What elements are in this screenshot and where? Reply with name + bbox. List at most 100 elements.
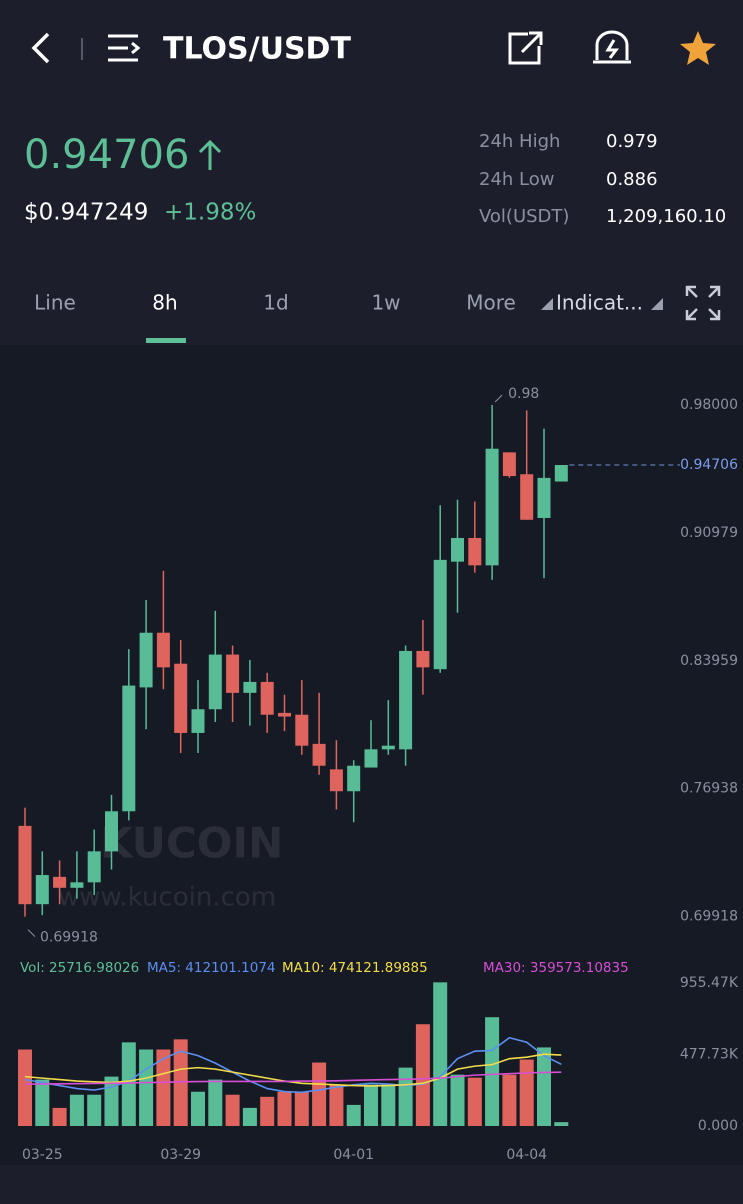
candle-body [226,654,240,693]
volume-bar [450,1074,465,1126]
candle-body [174,663,188,733]
stat-value: 0.886 [606,169,658,190]
volume-bar [329,1084,344,1126]
candle-body [122,685,136,812]
candle-body [347,765,361,792]
candle-body [260,681,274,715]
candle-body [433,559,447,670]
last-price: 0.94706 [24,132,189,178]
volume-bar [87,1094,102,1126]
volume-bar [312,1062,327,1126]
max-pointer [494,394,503,403]
volume-bar [52,1107,67,1126]
y-tick-label: 477.73K [680,1047,739,1063]
watermark-logo: KUCOIN [100,819,283,868]
tab[interactable]: More [466,291,516,315]
back-button[interactable] [31,32,50,64]
volume-bar [502,1074,517,1126]
usd-price: $0.947249 [24,200,148,226]
y-tick-label: 955.47K [680,975,739,991]
candle-body [416,650,430,668]
candle-body [537,477,551,518]
volume-bar [294,1091,309,1126]
x-tick-label: 04-01 [333,1147,374,1163]
candle-body [295,714,309,746]
favorite-star[interactable] [680,31,716,65]
candle-body [191,709,205,733]
y-tick-label: 0.98000 [680,397,738,413]
watermark-url: www.kucoin.com [58,883,276,913]
legend-entry: MA10: 474121.89885 [282,960,428,976]
volume-bar [121,1042,136,1126]
candle-body [520,474,534,520]
legend-entry: Vol: 25716.98026 [20,960,139,976]
x-tick-label: 03-25 [22,1147,63,1163]
tab[interactable]: 1w [371,291,400,315]
tab-underline [146,338,186,343]
y-tick-label: 0.90979 [680,525,738,541]
tab[interactable]: Line [34,291,76,315]
volume-bar [519,1059,534,1126]
candle-body [468,537,482,566]
candle-body [364,749,378,768]
candle-body [451,537,464,562]
min-label: 0.69918 [40,930,98,946]
volume-bar [277,1091,292,1126]
dropdown-triangle [541,298,553,310]
candle-body [70,882,84,888]
candle-body [312,743,326,766]
legend-entry: MA5: 412101.1074 [147,960,276,976]
y-tick-label: 0.83959 [680,653,738,669]
x-tick-label: 04-04 [506,1147,547,1163]
dropdown-triangle [651,298,663,310]
volume-bar [225,1094,240,1126]
volume-bar [35,1079,50,1126]
tab[interactable]: Indicat... [556,291,643,315]
stat-value: 0.979 [606,131,658,152]
alert-button[interactable] [593,30,631,64]
volume-bar [139,1049,154,1126]
volume-bar [554,1122,569,1126]
volume-bar [104,1076,119,1126]
tab[interactable]: 1d [263,291,288,315]
legend-entry: MA30: 359573.10835 [483,960,629,976]
volume-bar [381,1084,396,1126]
tab-active[interactable]: 8h [152,291,177,315]
stat-label: 24h High [479,131,560,152]
volume-bar [242,1107,257,1126]
volume-bar [433,982,448,1126]
last-price-label: 0.94706 [680,457,738,473]
ma-line [24,1053,562,1087]
volume-bar [69,1094,84,1126]
volume-bar [346,1104,361,1126]
bottom-bar [0,1165,743,1200]
candle-body [156,632,170,668]
menu-button[interactable] [108,34,141,62]
min-pointer [27,929,36,937]
ma-line [25,1071,562,1085]
y-tick-label: 0.69918 [680,909,738,925]
stat-label: Vol(USDT) [479,206,569,227]
candle-body [381,745,395,750]
x-tick-label: 03-29 [160,1147,201,1163]
share-button[interactable] [508,31,543,65]
volume-bar [364,1084,378,1126]
max-label: 0.98 [508,386,539,402]
pair-title: TLOS/USDT [163,32,351,67]
candle-body [329,769,343,792]
volume-bar [191,1091,205,1126]
volume-bar [208,1079,223,1126]
fullscreen-button[interactable] [685,285,721,321]
volume-bar [415,1024,430,1126]
volume-bar [18,1049,32,1126]
candle-body [105,811,118,852]
up-arrow [198,139,222,170]
y-tick-label: 0.000 [698,1118,738,1134]
candle-body [208,654,222,710]
candle-body [485,448,499,566]
candle-body [139,632,153,688]
volume-bar [537,1047,551,1126]
candle-body [243,681,257,693]
candle-body [399,650,413,750]
